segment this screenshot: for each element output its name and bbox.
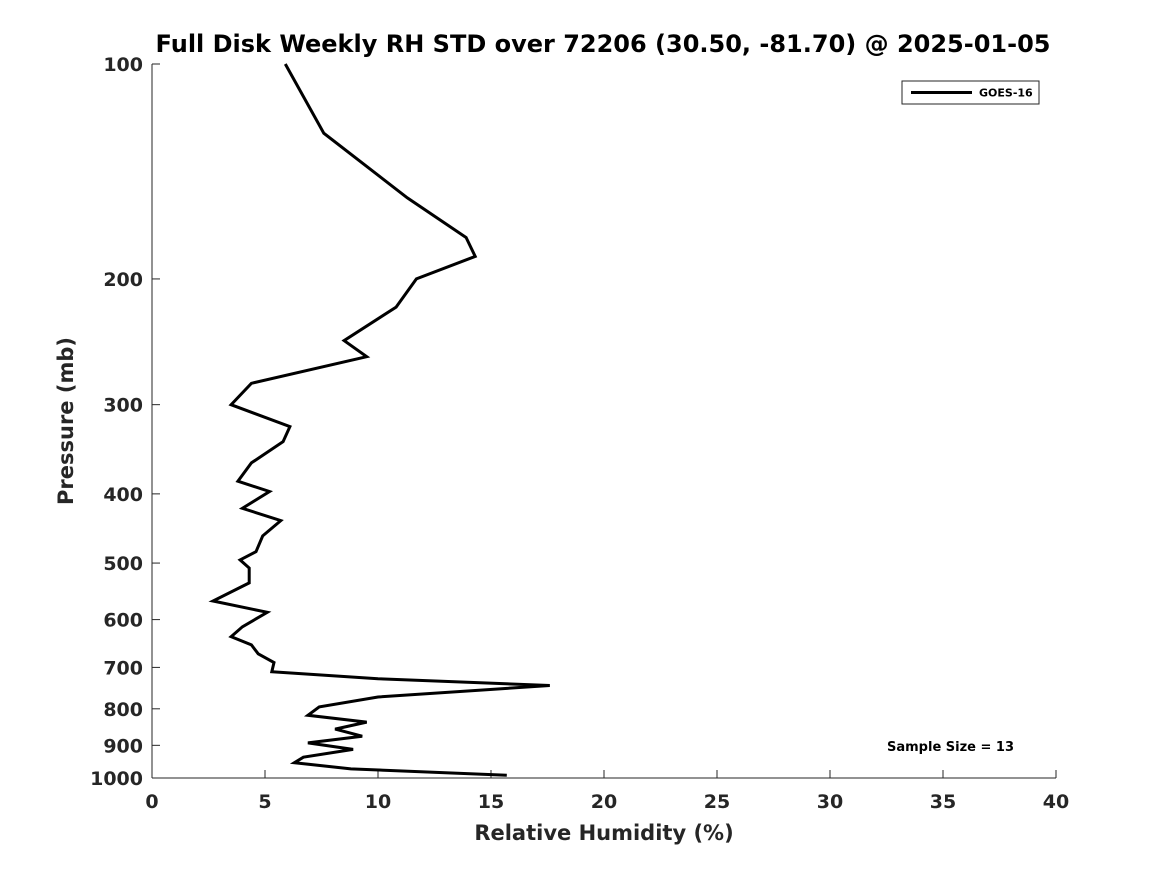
y-tick-label: 1000 [90,768,143,790]
x-tick-label: 40 [1043,791,1069,813]
y-tick-label: 800 [103,699,143,721]
legend: GOES-16 [901,80,1040,105]
plot-area: 0 5 10 15 20 25 30 35 40 100 200 300 400 500 600 700 80… [90,54,1069,813]
x-tick-label: 30 [817,791,843,813]
chart-title: Full Disk Weekly RH STD over 72206 (30.5… [156,30,1051,58]
x-tick-label: 35 [930,791,956,813]
x-tick-label: 25 [704,791,730,813]
x-axis-label: Relative Humidity (%) [474,821,733,845]
y-tick-label: 600 [103,610,143,632]
y-tick-label: 200 [103,269,143,291]
series-line-goes-16 [208,63,550,777]
sample-size-annotation: Sample Size = 13 [887,740,1014,755]
y-tick-label: 400 [103,484,143,506]
y-tick-label: 900 [103,735,143,757]
x-tick-label: 20 [591,791,617,813]
x-tick-label: 5 [258,791,271,813]
y-tick-label: 300 [103,395,143,417]
legend-entry-goes-16: GOES-16 [979,87,1033,100]
y-tick-label: 700 [103,657,143,679]
y-axis-label: Pressure (mb) [54,337,78,505]
x-tick-label: 15 [478,791,504,813]
y-tick-label: 500 [103,553,143,575]
x-axis-ticks: 0 5 10 15 20 25 30 35 40 [145,770,1069,813]
x-tick-label: 10 [365,791,391,813]
x-tick-label: 0 [145,791,158,813]
y-tick-label: 100 [103,54,143,76]
y-axis-ticks: 100 200 300 400 500 600 700 800 900 1000 [90,54,160,790]
